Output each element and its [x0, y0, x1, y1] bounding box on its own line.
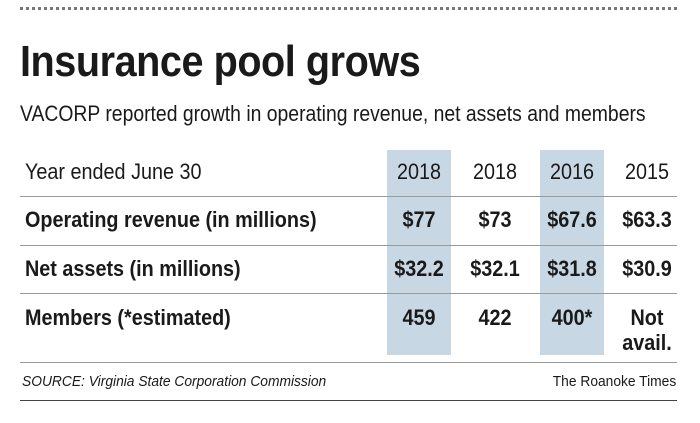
table-cell: $77 — [402, 207, 436, 232]
table-cell: Not — [630, 305, 664, 330]
bottom-rule — [20, 400, 677, 401]
table-cell: $32.1 — [470, 256, 520, 281]
highlight-column-2016 — [540, 150, 604, 355]
publisher-credit: The Roanoke Times — [552, 373, 676, 390]
row-divider — [20, 362, 677, 363]
table-cell: 459 — [402, 305, 436, 330]
row-label: Net assets (in millions) — [25, 256, 241, 281]
year-header: 2018 — [396, 159, 442, 184]
table-cell: $32.2 — [394, 256, 444, 281]
table-cell: 422 — [478, 305, 512, 330]
row-label: Members (*estimated) — [25, 305, 231, 330]
row-label: Operating revenue (in millions) — [25, 207, 317, 232]
row-divider — [20, 196, 677, 197]
chart-subtitle: VACORP reported growth in operating reve… — [20, 101, 646, 126]
top-dotted-rule — [20, 7, 677, 10]
year-header: 2015 — [624, 159, 670, 184]
table-cell: 400* — [551, 305, 593, 330]
table-cell: $73 — [478, 207, 512, 232]
year-header: 2018 — [472, 159, 518, 184]
row-divider — [20, 293, 677, 294]
table-cell: $31.8 — [547, 256, 597, 281]
row-divider — [20, 245, 677, 246]
table-cell: $67.6 — [547, 207, 597, 232]
source-note: SOURCE: Virginia State Corporation Commi… — [22, 373, 327, 390]
highlight-column-2018-a — [387, 150, 451, 355]
chart-title: Insurance pool grows — [20, 37, 421, 86]
table-cell-continued: avail. — [622, 330, 672, 355]
table-cell: $63.3 — [622, 207, 672, 232]
table-cell: $30.9 — [622, 256, 672, 281]
header-label: Year ended June 30 — [25, 159, 202, 184]
year-header: 2016 — [549, 159, 595, 184]
